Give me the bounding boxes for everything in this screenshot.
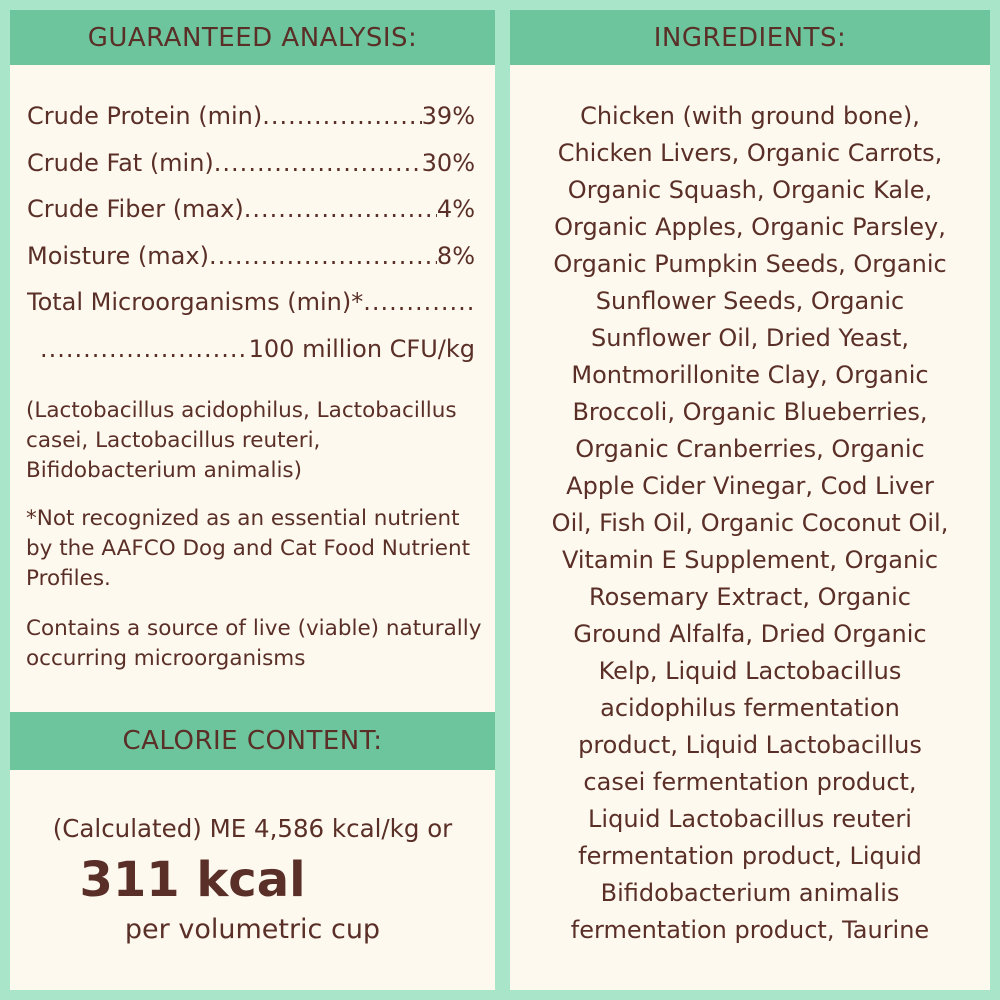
- ingredients-panel: INGREDIENTS: Chicken (with ground bone),…: [510, 10, 990, 990]
- ingredient-line: fermentation product, Taurine: [570, 916, 930, 944]
- ingredient-line: Sunflower Seeds, Organic: [595, 287, 905, 315]
- calorie-content-title: CALORIE CONTENT:: [10, 712, 495, 770]
- analysis-label: Total Microorganisms (min)*: [27, 288, 364, 316]
- ingredient-line: Kelp, Liquid Lactobacillus: [598, 657, 902, 685]
- ingredient-line: Liquid Lactobacillus reuteri: [588, 805, 912, 833]
- calorie-unit: per volumetric cup: [124, 914, 381, 945]
- ingredient-line: casei fermentation product,: [583, 768, 917, 796]
- ingredient-line: Organic Pumpkin Seeds, Organic: [553, 250, 947, 278]
- analysis-value: 39%: [421, 102, 475, 130]
- dot-leader: [40, 335, 249, 363]
- live-note-text: Contains a source of live (viable) natur…: [26, 616, 482, 671]
- ingredient-line: Organic Squash, Organic Kale,: [567, 176, 933, 204]
- ingredients-title: INGREDIENTS:: [510, 10, 990, 65]
- ingredient-line: Apple Cider Vinegar, Cod Liver: [566, 472, 934, 500]
- analysis-row: Crude Fat (min) 30%: [27, 149, 475, 177]
- dot-leader: [244, 195, 437, 223]
- ingredient-line: Oil, Fish Oil, Organic Coconut Oil,: [551, 509, 949, 537]
- calorie-line: (Calculated) ME 4,586 kcal/kg or: [52, 814, 453, 843]
- ingredient-line: Montmorillonite Clay, Organic: [571, 361, 929, 389]
- dot-leader: [262, 102, 421, 130]
- ingredient-line: product, Liquid Lactobacillus: [578, 731, 922, 759]
- analysis-row: Total Microorganisms (min)*: [27, 288, 475, 316]
- analysis-row: 100 million CFU/kg: [40, 335, 475, 363]
- analysis-label: Crude Protein (min): [27, 102, 263, 130]
- ingredients-list: Chicken (with ground bone), Chicken Liver…: [510, 98, 990, 949]
- ingredient-line: Organic Cranberries, Organic: [575, 435, 925, 463]
- guaranteed-analysis-title: GUARANTEED ANALYSIS:: [10, 10, 495, 65]
- analysis-label: Moisture (max): [27, 241, 209, 270]
- dot-leader: [214, 149, 422, 177]
- footnote-text: *Not recognized as an essential nutrient…: [26, 506, 471, 591]
- ingredient-line: Sunflower Oil, Dried Yeast,: [591, 324, 909, 352]
- ingredient-line: Bifidobacterium animalis: [600, 879, 900, 907]
- ingredient-line: fermentation product, Liquid: [578, 842, 922, 870]
- ingredient-line: Chicken Livers, Organic Carrots,: [557, 139, 943, 167]
- ingredient-line: Vitamin E Supplement, Organic: [561, 546, 939, 574]
- strains-text: (Lactobacillus acidophilus, Lactobacillu…: [26, 398, 457, 483]
- analysis-row: Moisture (max) 8%: [27, 242, 475, 270]
- analysis-value: 4%: [436, 195, 475, 223]
- analysis-value: 8%: [436, 241, 475, 270]
- dot-leader: [363, 288, 475, 316]
- analysis-row: Crude Fiber (max) 4%: [27, 195, 475, 223]
- calorie-big: 311 kcal: [79, 852, 306, 908]
- ingredient-line: Rosemary Extract, Organic: [589, 583, 911, 611]
- ingredient-line: Ground Alfalfa, Dried Organic: [573, 620, 927, 648]
- ingredient-line: acidophilus fermentation: [600, 694, 900, 722]
- guaranteed-analysis-panel: GUARANTEED ANALYSIS: Crude Protein (min)…: [10, 10, 495, 990]
- dot-leader: [209, 242, 437, 270]
- analysis-row: Crude Protein (min) 39%: [27, 102, 475, 130]
- analysis-label: Crude Fat (min): [27, 148, 214, 177]
- analysis-label: Crude Fiber (max): [27, 195, 244, 223]
- analysis-value: 30%: [421, 148, 475, 177]
- ingredient-line: Chicken (with ground bone),: [580, 102, 920, 130]
- analysis-value: 100 million CFU/kg: [248, 334, 475, 363]
- ingredient-line: Broccoli, Organic Blueberries,: [572, 398, 928, 426]
- ingredient-line: Organic Apples, Organic Parsley,: [554, 213, 946, 241]
